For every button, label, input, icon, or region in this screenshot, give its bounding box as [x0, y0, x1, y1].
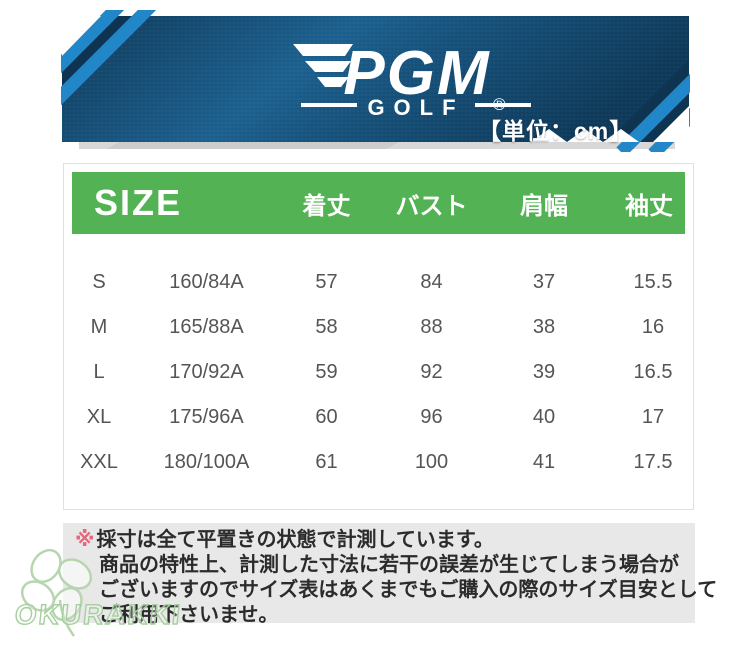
value-sleeve: 16.5 — [633, 361, 673, 383]
clover-watermark-icon — [20, 548, 93, 637]
value-bust: 92 — [420, 361, 443, 383]
table-row: S 160/84A 57 84 37 15.5 — [64, 260, 693, 305]
column-header-sleeve: 袖丈 — [625, 192, 673, 220]
size-label: XXL — [80, 451, 118, 473]
note-line: ご利用下さいませ。 — [99, 604, 279, 626]
size-spec: 175/96A — [169, 406, 244, 428]
size-table: SIZE 着丈 バスト 肩幅 袖丈 S 160/84A 57 84 37 15.… — [63, 163, 694, 510]
table-row: L 170/92A 59 92 39 16.5 — [64, 350, 693, 395]
note-line: ございますのでサイズ表はあくまでもご購入の際のサイズ目安として — [99, 579, 718, 601]
value-shoulder: 37 — [532, 271, 556, 293]
shop-watermark: OKURAKKI — [13, 598, 185, 630]
value-shoulder: 41 — [532, 451, 556, 473]
brand-banner: PGM ® GOLF — [61, 10, 690, 152]
value-sleeve: 15.5 — [633, 271, 673, 293]
size-label: XL — [86, 406, 112, 428]
size-header-label: SIZE — [94, 182, 183, 223]
banner-corner-stripes-bottomright — [607, 60, 690, 152]
note-line: ※ 採寸は全て平置きの状態で計測しています。 — [75, 528, 685, 553]
pgm-wing-icon — [293, 44, 353, 87]
value-length: 61 — [315, 451, 338, 473]
size-spec: 170/92A — [169, 361, 244, 383]
table-row: M 165/88A 58 88 38 16 — [64, 305, 693, 350]
value-shoulder: 39 — [532, 361, 556, 383]
value-length: 57 — [315, 271, 338, 293]
note-marker-icon: ※ — [75, 529, 95, 551]
value-shoulder: 40 — [532, 406, 556, 428]
note-text: 採寸は全て平置きの状態で計測しています。 — [96, 529, 494, 551]
column-header-bust: バスト — [395, 192, 468, 220]
value-bust: 88 — [420, 316, 443, 338]
value-bust: 100 — [414, 451, 449, 473]
banner-zigzag-edge — [531, 129, 639, 142]
column-header-shoulder: 肩幅 — [520, 192, 568, 220]
size-spec: 165/88A — [169, 316, 244, 338]
size-label: L — [93, 361, 105, 383]
value-length: 58 — [315, 316, 338, 338]
size-table-body: S 160/84A 57 84 37 15.5 M 165/88A 58 88 … — [64, 260, 693, 485]
value-length: 59 — [315, 361, 338, 383]
pgm-logo: PGM ® GOLF — [293, 39, 531, 120]
size-spec: 160/84A — [169, 271, 244, 293]
value-bust: 96 — [420, 406, 443, 428]
size-label: S — [92, 271, 106, 293]
brand-name: PGM — [343, 39, 490, 108]
size-table-header: SIZE 着丈 バスト 肩幅 袖丈 — [72, 172, 685, 234]
note-line: 商品の特性上、計測した寸法に若干の誤差が生じてしまう場合が — [99, 554, 679, 576]
brand-sub-name: GOLF — [367, 95, 464, 120]
value-shoulder: 38 — [532, 316, 556, 338]
value-sleeve: 16 — [641, 316, 665, 338]
value-sleeve: 17 — [641, 406, 665, 428]
table-row: XXL 180/100A 61 100 41 17.5 — [64, 440, 693, 485]
value-sleeve: 17.5 — [633, 451, 673, 473]
value-bust: 84 — [420, 271, 443, 293]
size-label: M — [90, 316, 108, 338]
measurement-note: ※ 採寸は全て平置きの状態で計測しています。 商品の特性上、計測した寸法に若干の誤… — [63, 523, 718, 626]
unit-label: 【単位：cm】 — [478, 118, 634, 144]
banner-corner-stripes-topleft — [61, 10, 157, 106]
column-header-length: 着丈 — [302, 192, 351, 220]
table-row: XL 175/96A 60 96 40 17 — [64, 395, 693, 440]
size-spec: 180/100A — [163, 451, 250, 473]
value-length: 60 — [315, 406, 338, 428]
